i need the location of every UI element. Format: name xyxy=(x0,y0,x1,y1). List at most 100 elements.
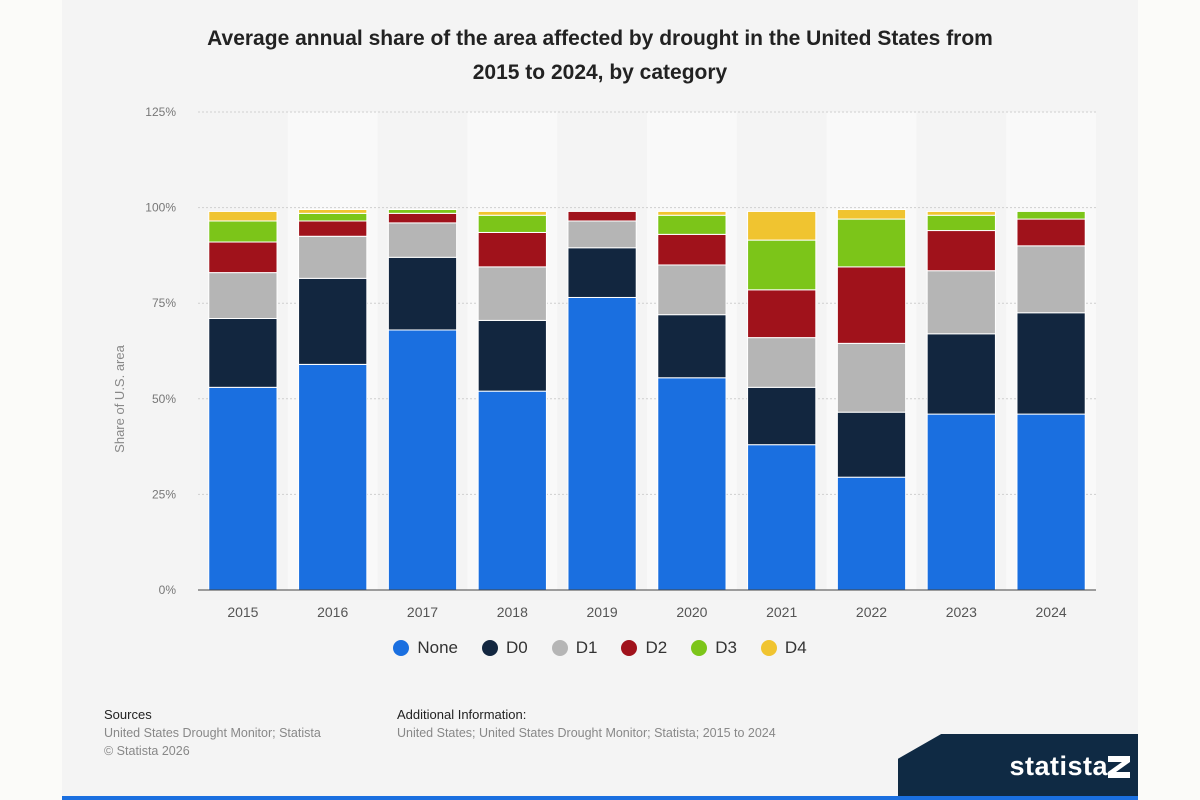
bar-d4-2021 xyxy=(747,210,817,241)
additional-info-block: Additional Information: United States; U… xyxy=(397,706,776,742)
y-tick-label: 25% xyxy=(152,487,176,501)
bar-d0-2024 xyxy=(1016,312,1086,415)
bar-d0-2020 xyxy=(657,314,727,379)
bar-d1-2023 xyxy=(926,270,996,335)
statista-logo-icon xyxy=(1108,756,1130,778)
bar-d3-2018 xyxy=(477,214,547,233)
chart-title-line-2: 2015 to 2024, by category xyxy=(472,61,728,84)
legend-label: D4 xyxy=(784,638,807,657)
sources-text: United States Drought Monitor; Statista xyxy=(104,726,321,740)
legend-label: D1 xyxy=(575,638,598,657)
legend-item-d0[interactable]: D0 xyxy=(481,638,528,658)
bar-d0-2016 xyxy=(298,277,368,365)
bar-d3-2015 xyxy=(208,220,278,243)
legend-item-none[interactable]: None xyxy=(393,638,458,658)
x-tick-label: 2020 xyxy=(676,604,707,620)
bar-d0-2018 xyxy=(477,319,547,392)
bar-d1-2022 xyxy=(836,342,907,413)
bar-none-2017 xyxy=(387,329,458,591)
bar-none-2018 xyxy=(477,390,547,591)
chart-legend: None D0 D1 D2 D3 D4 xyxy=(0,638,1200,658)
bar-d1-2020 xyxy=(657,264,727,316)
bar-d0-2017 xyxy=(387,256,458,331)
bar-d2-2022 xyxy=(836,266,907,344)
x-tick-label: 2016 xyxy=(317,604,348,620)
bar-d3-2017 xyxy=(387,209,458,214)
bar-d1-2021 xyxy=(747,337,817,388)
bar-d3-2020 xyxy=(657,214,727,235)
bar-d2-2024 xyxy=(1016,218,1086,247)
bar-d4-2015 xyxy=(208,210,278,222)
bar-d3-2022 xyxy=(836,218,907,268)
bar-d1-2018 xyxy=(477,266,547,321)
y-tick-label: 0% xyxy=(159,583,177,597)
bar-d2-2016 xyxy=(298,220,368,237)
bar-d2-2017 xyxy=(387,212,458,224)
bar-d1-2024 xyxy=(1016,245,1086,314)
bar-d4-2020 xyxy=(657,210,727,216)
bar-d3-2016 xyxy=(298,212,368,222)
bar-d2-2019 xyxy=(567,210,637,222)
y-tick-label: 125% xyxy=(145,105,176,119)
bottom-accent-bar xyxy=(62,796,1138,800)
x-tick-label: 2022 xyxy=(856,604,887,620)
legend-label: D3 xyxy=(715,638,737,657)
legend-dot-icon xyxy=(760,640,777,656)
bar-d4-2018 xyxy=(477,210,547,216)
legend-label: D2 xyxy=(645,638,668,657)
copyright-text: © Statista 2026 xyxy=(104,744,190,758)
additional-info-text: United States; United States Drought Mon… xyxy=(397,726,776,740)
bar-d1-2019 xyxy=(567,220,637,249)
bar-none-2016 xyxy=(298,363,368,591)
legend-item-d4[interactable]: D4 xyxy=(760,638,807,658)
y-tick-label: 50% xyxy=(152,392,176,406)
legend-label: None xyxy=(417,638,458,657)
legend-item-d2[interactable]: D2 xyxy=(621,638,667,658)
x-tick-label: 2015 xyxy=(227,604,258,620)
bar-d0-2021 xyxy=(747,386,817,446)
chart-title: Average annual share of the area affecte… xyxy=(62,22,1138,90)
legend-dot-icon xyxy=(621,640,638,656)
y-tick-label: 75% xyxy=(152,296,176,310)
bar-d0-2023 xyxy=(926,333,996,415)
bar-none-2019 xyxy=(567,296,637,591)
bar-none-2020 xyxy=(657,377,727,591)
sources-label: Sources xyxy=(104,707,152,722)
bar-d0-2022 xyxy=(836,411,907,478)
bar-d2-2015 xyxy=(208,241,278,274)
bar-d0-2019 xyxy=(567,247,637,298)
bar-d2-2023 xyxy=(926,230,996,272)
bar-d3-2024 xyxy=(1016,210,1086,220)
bar-d4-2023 xyxy=(926,210,996,216)
y-axis-label: Share of U.S. area xyxy=(112,344,127,452)
bar-d4-2016 xyxy=(298,209,368,214)
bar-d2-2018 xyxy=(477,231,547,268)
bar-none-2021 xyxy=(747,444,817,591)
x-tick-label: 2017 xyxy=(407,604,438,620)
x-tick-label: 2024 xyxy=(1036,604,1067,620)
bar-none-2015 xyxy=(208,386,278,591)
x-tick-label: 2023 xyxy=(946,604,977,620)
bar-d3-2023 xyxy=(926,214,996,232)
bar-d0-2015 xyxy=(208,317,278,388)
x-tick-label: 2019 xyxy=(587,604,618,620)
chart-title-line-1: Average annual share of the area affecte… xyxy=(207,27,993,50)
legend-dot-icon xyxy=(393,640,410,656)
bar-d1-2016 xyxy=(298,235,368,279)
bar-d1-2015 xyxy=(208,272,278,319)
bar-d4-2022 xyxy=(836,209,907,220)
bar-none-2022 xyxy=(836,476,907,591)
bar-none-2024 xyxy=(1016,413,1086,591)
legend-dot-icon xyxy=(481,640,498,656)
bar-d2-2020 xyxy=(657,233,727,266)
legend-item-d3[interactable]: D3 xyxy=(691,638,737,658)
statista-brand-panel xyxy=(898,734,1138,796)
legend-item-d1[interactable]: D1 xyxy=(551,638,598,658)
x-tick-label: 2018 xyxy=(497,604,528,620)
legend-dot-icon xyxy=(551,640,568,656)
statista-logo-text: statista xyxy=(1009,751,1108,781)
x-tick-label: 2021 xyxy=(766,604,797,620)
bar-d2-2021 xyxy=(747,289,817,339)
bar-none-2023 xyxy=(926,413,996,591)
